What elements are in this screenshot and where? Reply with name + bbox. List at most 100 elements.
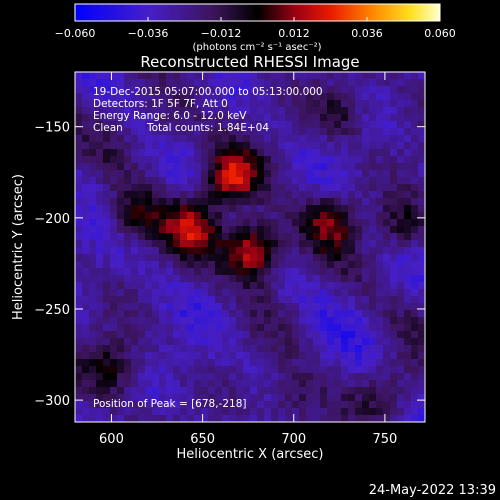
heatmap-cell	[271, 331, 279, 339]
heatmap-cell	[257, 135, 265, 143]
heatmap-cell	[82, 247, 90, 255]
heatmap-cell	[152, 303, 160, 311]
heatmap-cell	[341, 387, 349, 395]
heatmap-cell	[236, 289, 244, 297]
heatmap-cell	[103, 177, 111, 185]
heatmap-cell	[376, 240, 384, 248]
heatmap-cell	[201, 408, 209, 416]
heatmap-cell	[187, 121, 195, 129]
heatmap-cell	[152, 261, 160, 269]
heatmap-cell	[215, 219, 223, 227]
heatmap-cell	[369, 205, 377, 213]
heatmap-cell	[334, 128, 342, 136]
heatmap-cell	[334, 254, 342, 262]
heatmap-cell	[208, 380, 216, 388]
heatmap-cell	[159, 296, 167, 304]
heatmap-cell	[257, 72, 265, 80]
heatmap-cell	[320, 121, 328, 129]
heatmap-cell	[138, 275, 146, 283]
heatmap-cell	[278, 373, 286, 381]
heatmap-cell	[96, 408, 104, 416]
heatmap-cell	[222, 100, 230, 108]
heatmap-cell	[376, 254, 384, 262]
heatmap-cell	[152, 359, 160, 367]
heatmap-cell	[397, 79, 405, 87]
heatmap-cell	[96, 240, 104, 248]
heatmap-cell	[285, 170, 293, 178]
heatmap-cell	[306, 149, 314, 157]
heatmap-cell	[334, 163, 342, 171]
heatmap-cell	[124, 254, 132, 262]
heatmap-cell	[82, 317, 90, 325]
heatmap-cell	[271, 163, 279, 171]
heatmap-cell	[313, 156, 321, 164]
heatmap-cell	[264, 226, 272, 234]
heatmap-cell	[320, 100, 328, 108]
heatmap-cell	[362, 79, 370, 87]
heatmap-cell	[117, 100, 125, 108]
heatmap-cell	[229, 198, 237, 206]
heatmap-cell	[341, 331, 349, 339]
heatmap-cell	[229, 310, 237, 318]
heatmap-cell	[110, 170, 118, 178]
heatmap-cell	[327, 177, 335, 185]
heatmap-cell	[306, 275, 314, 283]
heatmap-cell	[187, 191, 195, 199]
heatmap-cell	[320, 373, 328, 381]
heatmap-cell	[397, 324, 405, 332]
heatmap-cell	[348, 408, 356, 416]
heatmap-cell	[257, 317, 265, 325]
heatmap-cell	[285, 156, 293, 164]
heatmap-cell	[257, 296, 265, 304]
heatmap-cell	[292, 128, 300, 136]
heatmap-cell	[411, 296, 419, 304]
heatmap-cell	[82, 163, 90, 171]
heatmap-cell	[355, 408, 363, 416]
heatmap-cell	[390, 275, 398, 283]
heatmap-cell	[369, 268, 377, 276]
heatmap-cell	[411, 72, 419, 80]
heatmap-cell	[166, 191, 174, 199]
heatmap-cell	[348, 331, 356, 339]
heatmap-cell	[187, 345, 195, 353]
heatmap-cell	[390, 296, 398, 304]
colorbar-unit-label: (photons cm⁻² s⁻¹ asec⁻²)	[192, 42, 321, 53]
heatmap-cell	[369, 310, 377, 318]
heatmap-cell	[145, 310, 153, 318]
heatmap-cell	[131, 415, 139, 423]
heatmap-cell	[397, 233, 405, 241]
heatmap-cell	[257, 247, 265, 255]
heatmap-cell	[348, 86, 356, 94]
heatmap-cell	[243, 387, 251, 395]
heatmap-cell	[320, 107, 328, 115]
heatmap-cell	[173, 324, 181, 332]
heatmap-cell	[173, 338, 181, 346]
heatmap-cell	[124, 310, 132, 318]
heatmap-cell	[110, 79, 118, 87]
heatmap-cell	[103, 324, 111, 332]
heatmap-cell	[201, 338, 209, 346]
heatmap-cell	[264, 401, 272, 409]
heatmap-cell	[397, 72, 405, 80]
heatmap-cell	[243, 247, 251, 255]
heatmap-cell	[208, 100, 216, 108]
heatmap-cell	[145, 233, 153, 241]
heatmap-cell	[348, 212, 356, 220]
heatmap-cell	[96, 156, 104, 164]
heatmap-cell	[96, 191, 104, 199]
heatmap-cell	[222, 352, 230, 360]
heatmap-cell	[306, 324, 314, 332]
heatmap-cell	[264, 303, 272, 311]
heatmap-cell	[292, 142, 300, 150]
heatmap-cell	[103, 254, 111, 262]
heatmap-cell	[166, 380, 174, 388]
heatmap-cell	[145, 359, 153, 367]
heatmap-cell	[355, 135, 363, 143]
heatmap-cell	[187, 219, 195, 227]
heatmap-cell	[152, 205, 160, 213]
heatmap-cell	[418, 233, 426, 241]
heatmap-cell	[124, 72, 132, 80]
heatmap-cell	[320, 366, 328, 374]
heatmap-cell	[187, 240, 195, 248]
heatmap-cell	[376, 156, 384, 164]
